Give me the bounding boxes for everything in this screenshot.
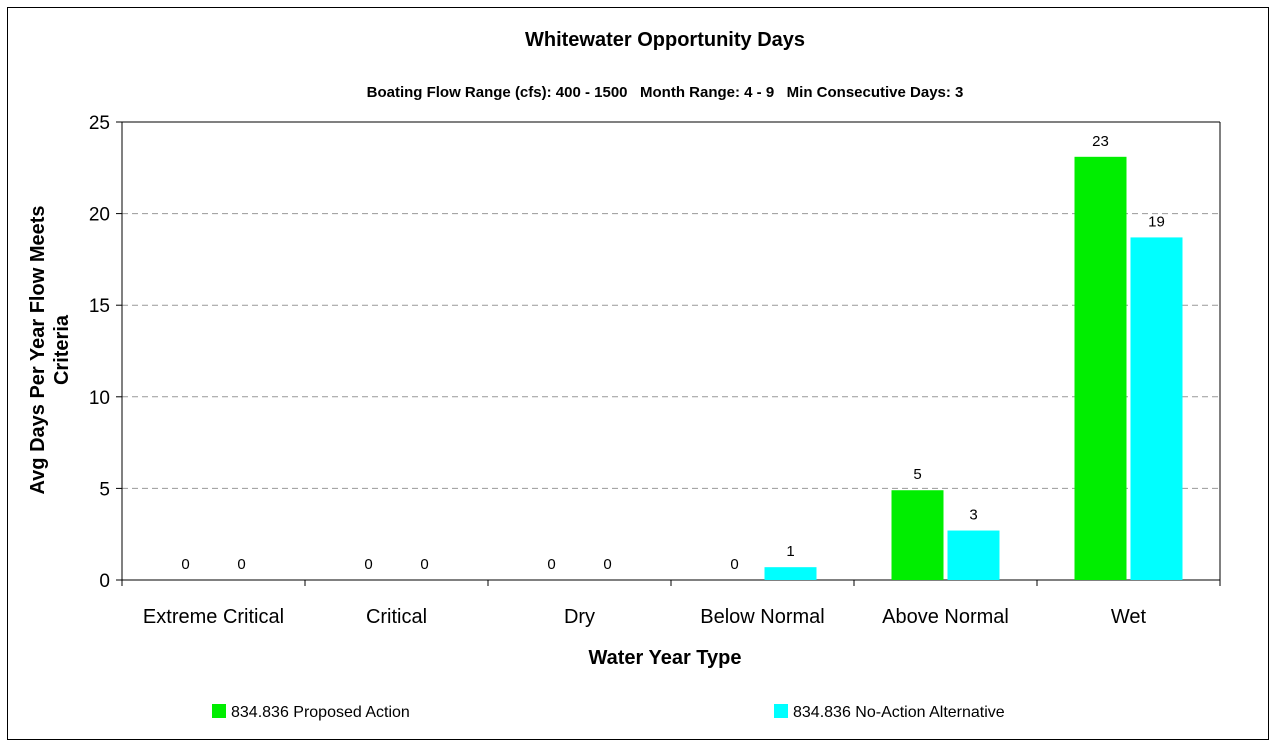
chart-frame (7, 7, 1269, 740)
x-axis: Extreme Critical Critical Dry Below Normal A… (121, 579, 1221, 628)
data-label: 3 (969, 507, 977, 524)
x-tick-label: Above Normal (882, 606, 1009, 628)
x-tick-label: Below Normal (700, 606, 824, 628)
legend-label: 834.836 Proposed Action (231, 704, 410, 721)
data-labels: 0 0 0 0 5 23 0 0 0 1 3 19 (181, 133, 1165, 573)
data-label: 0 (730, 556, 738, 573)
chart-title: Whitewater Opportunity Days (525, 29, 805, 51)
data-label: 0 (181, 556, 189, 573)
data-label: 0 (364, 556, 372, 573)
bar (947, 530, 1000, 580)
gridlines (122, 121, 1221, 580)
data-label: 0 (237, 556, 245, 573)
data-label: 0 (547, 556, 555, 573)
y-tick-label: 0 (99, 571, 110, 592)
legend-swatch (212, 704, 226, 718)
bar (1130, 237, 1183, 580)
data-label: 1 (786, 543, 794, 560)
x-tick-label: Critical (366, 606, 427, 628)
legend-swatch (774, 704, 788, 718)
y-tick-label: 10 (89, 388, 110, 409)
y-tick-label: 25 (89, 113, 110, 134)
bars (764, 156, 1183, 581)
chart-subtitle: Boating Flow Range (cfs): 400 - 1500 Mon… (367, 84, 964, 101)
bar (891, 490, 944, 580)
y-tick-label: 20 (89, 205, 110, 226)
x-tick-label: Extreme Critical (143, 606, 284, 628)
y-axis-title-line: Criteria (51, 314, 73, 385)
legend: 834.836 Proposed Action 834.836 No-Action… (212, 704, 1005, 721)
data-label: 0 (420, 556, 428, 573)
y-axis-title-line: Avg Days Per Year Flow Meets (27, 205, 49, 494)
y-axis-title: Avg Days Per Year Flow Meets Criteria (27, 205, 73, 494)
bar (764, 567, 817, 580)
data-label: 5 (913, 466, 921, 483)
data-label: 19 (1148, 213, 1165, 230)
x-tick-label: Dry (564, 606, 595, 628)
data-label: 0 (603, 556, 611, 573)
bar (1074, 156, 1127, 581)
x-tick-label: Wet (1111, 606, 1147, 628)
y-tick-label: 5 (99, 479, 110, 500)
y-tick-label: 15 (89, 296, 110, 317)
legend-label: 834.836 No-Action Alternative (793, 704, 1005, 721)
data-label: 23 (1092, 133, 1109, 150)
x-axis-title: Water Year Type (588, 647, 741, 669)
y-axis: 0 5 10 15 20 25 (89, 113, 123, 592)
